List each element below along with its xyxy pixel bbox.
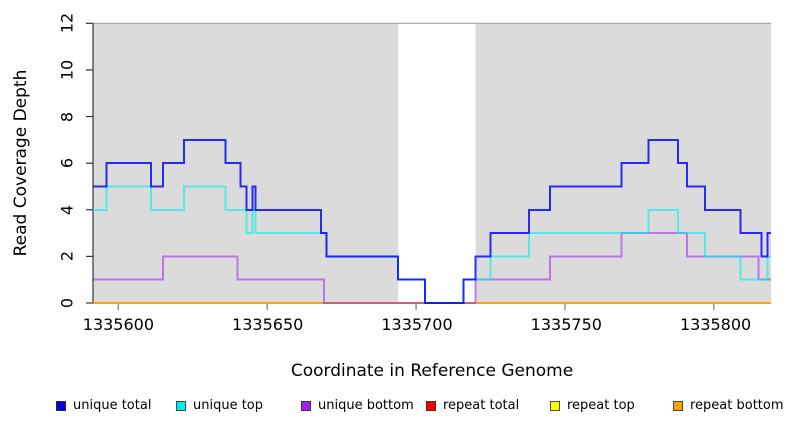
legend-label: repeat top — [567, 398, 635, 413]
y-tick-label-4: 4 — [57, 204, 77, 215]
y-tick-label-10: 10 — [57, 59, 77, 81]
repeat-total-swatch-icon — [426, 401, 436, 411]
y-tick-label-2: 2 — [57, 251, 77, 262]
x-tick-label-1335750: 1335750 — [530, 315, 602, 334]
unique-top-swatch-icon — [176, 401, 186, 411]
legend-label: unique bottom — [318, 398, 414, 413]
legend-item-unique-bottom: unique bottom — [301, 397, 414, 415]
legend-item-repeat-bottom: repeat bottom — [673, 397, 784, 415]
legend-label: repeat bottom — [690, 398, 784, 413]
unique-total-swatch-icon — [56, 401, 66, 411]
y-tick-label-12: 12 — [57, 13, 77, 34]
legend-label: unique top — [193, 398, 264, 413]
x-tick-label-1335600: 1335600 — [82, 315, 155, 334]
x-axis-title: Coordinate in Reference Genome — [290, 361, 574, 381]
repeat-bottom-swatch-icon — [673, 401, 683, 411]
series-line-unique-bottom — [93, 232, 771, 304]
legend-label: repeat total — [443, 398, 520, 413]
legend-item-repeat-top: repeat top — [550, 397, 635, 415]
y-tick-label-0: 0 — [57, 297, 77, 309]
repeat-top-swatch-icon — [550, 401, 560, 411]
legend-item-unique-top: unique top — [176, 397, 263, 415]
legend-item-unique-total: unique total — [56, 397, 151, 415]
x-tick-label-1335700: 1335700 — [381, 315, 453, 334]
y-axis-title: Read Coverage Depth — [11, 69, 31, 257]
legend-label: unique total — [73, 398, 152, 413]
series-line-unique-total — [93, 138, 771, 304]
y-tick-label-6: 6 — [57, 158, 77, 169]
x-tick-label-1335650: 1335650 — [232, 315, 304, 334]
unique-bottom-swatch-icon — [301, 401, 311, 411]
y-tick-label-8: 8 — [57, 111, 77, 122]
legend-item-repeat-total: repeat total — [426, 397, 519, 415]
x-tick-label-1335800: 1335800 — [679, 315, 752, 334]
